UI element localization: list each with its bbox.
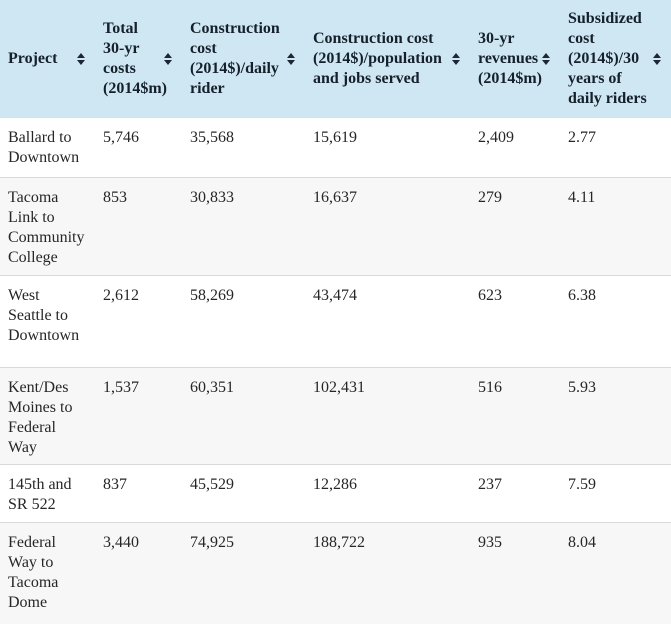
revenues-cell: 2,409 [478, 129, 514, 146]
table-row-federal-way-tacoma-dome: Federal Way to Tacoma Dome 3,440 74,925 … [0, 522, 671, 624]
table-row-kent-des-moines: Kent/Des Moines to Federal Way 1,537 60,… [0, 367, 671, 464]
column-header-label: Project [8, 50, 58, 67]
sort-icon[interactable] [653, 53, 661, 65]
construction-cost-population-cell: 15,619 [313, 129, 357, 146]
sort-icon[interactable] [452, 53, 460, 65]
revenues-cell: 237 [478, 475, 502, 493]
sort-icon[interactable] [77, 53, 85, 65]
construction-cost-rider-cell: 35,568 [190, 129, 234, 146]
sort-descending-arrow-icon [653, 60, 661, 65]
revenues-cell: 516 [478, 378, 502, 396]
column-header-subsidized-cost[interactable]: Subsidized cost (2014$)/30 years of dail… [560, 0, 671, 118]
construction-cost-population-cell: 16,637 [313, 188, 357, 206]
subsidized-cost-cell: 8.04 [568, 533, 596, 551]
table-body: Ballard to Downtown 5,746 35,568 15,619 … [0, 118, 671, 624]
header-row: Project Total 30-yr costs (2014$m) Const… [0, 0, 671, 118]
project-name-cell: 145th and SR 522 [8, 475, 72, 513]
construction-cost-population-cell: 12,286 [313, 475, 357, 493]
sort-ascending-arrow-icon [287, 53, 295, 58]
column-header-label: Subsidized cost (2014$)/30 years of dail… [568, 10, 647, 107]
total-costs-cell: 837 [103, 475, 127, 493]
sort-ascending-arrow-icon [77, 53, 85, 58]
table-row-ballard-to-downtown: Ballard to Downtown 5,746 35,568 15,619 … [0, 118, 671, 177]
project-name-cell: Federal Way to Tacoma Dome [8, 533, 59, 611]
construction-cost-rider-cell: 60,351 [190, 378, 234, 396]
subsidized-cost-cell: 5.93 [568, 378, 596, 396]
column-header-30yr-revenues[interactable]: 30-yr revenues (2014$m) [470, 0, 560, 118]
construction-cost-population-cell: 102,431 [313, 378, 365, 396]
column-header-label: Construction cost (2014$)/daily rider [190, 20, 280, 97]
column-header-project[interactable]: Project [0, 0, 95, 118]
construction-cost-rider-cell: 45,529 [190, 475, 234, 493]
sort-descending-arrow-icon [164, 60, 172, 65]
construction-cost-rider-cell: 30,833 [190, 188, 234, 206]
subsidized-cost-cell: 2.77 [568, 129, 596, 146]
sort-descending-arrow-icon [287, 60, 295, 65]
construction-cost-population-cell: 43,474 [313, 286, 357, 304]
total-costs-cell: 2,612 [103, 286, 139, 304]
sort-descending-arrow-icon [77, 60, 85, 65]
project-name-cell: Ballard to Downtown [8, 129, 80, 166]
sort-ascending-arrow-icon [452, 53, 460, 58]
sort-ascending-arrow-icon [164, 53, 172, 58]
subsidized-cost-cell: 7.59 [568, 475, 596, 493]
construction-cost-rider-cell: 58,269 [190, 286, 234, 304]
sort-ascending-arrow-icon [653, 53, 661, 58]
subsidized-cost-cell: 6.38 [568, 286, 596, 304]
sort-icon[interactable] [164, 53, 172, 65]
revenues-cell: 935 [478, 533, 502, 551]
construction-cost-population-cell: 188,722 [313, 533, 365, 551]
sort-descending-arrow-icon [452, 60, 460, 65]
total-costs-cell: 3,440 [103, 533, 139, 551]
revenues-cell: 279 [478, 188, 502, 206]
subsidized-cost-cell: 4.11 [568, 188, 596, 206]
table-row-145th-sr522: 145th and SR 522 837 45,529 12,286 237 7… [0, 464, 671, 522]
sort-descending-arrow-icon [542, 60, 550, 65]
column-header-label: Total 30-yr costs (2014$m) [103, 20, 167, 97]
total-costs-cell: 5,746 [103, 129, 139, 146]
sort-icon[interactable] [287, 53, 295, 65]
column-header-label: 30-yr revenues (2014$m) [478, 30, 542, 87]
revenues-cell: 623 [478, 286, 502, 304]
total-costs-cell: 853 [103, 188, 127, 206]
column-header-construction-cost-per-daily-rider[interactable]: Construction cost (2014$)/daily rider [182, 0, 305, 118]
total-costs-cell: 1,537 [103, 378, 139, 396]
table-row-west-seattle: West Seattle to Downtown 2,612 58,269 43… [0, 275, 671, 367]
project-name-cell: Kent/Des Moines to Federal Way [8, 378, 73, 456]
project-name-cell: Tacoma Link to Community College [8, 188, 85, 266]
table-header: Project Total 30-yr costs (2014$m) Const… [0, 0, 671, 118]
sort-icon[interactable] [542, 53, 550, 65]
table-row-tacoma-link: Tacoma Link to Community College 853 30,… [0, 177, 671, 275]
column-header-label: Construction cost (2014$)/population and… [313, 30, 442, 87]
construction-cost-rider-cell: 74,925 [190, 533, 234, 551]
sort-ascending-arrow-icon [542, 53, 550, 58]
column-header-construction-cost-per-population-jobs[interactable]: Construction cost (2014$)/population and… [305, 0, 470, 118]
project-name-cell: West Seattle to Downtown [8, 286, 80, 344]
column-header-total-30yr-costs[interactable]: Total 30-yr costs (2014$m) [95, 0, 182, 118]
